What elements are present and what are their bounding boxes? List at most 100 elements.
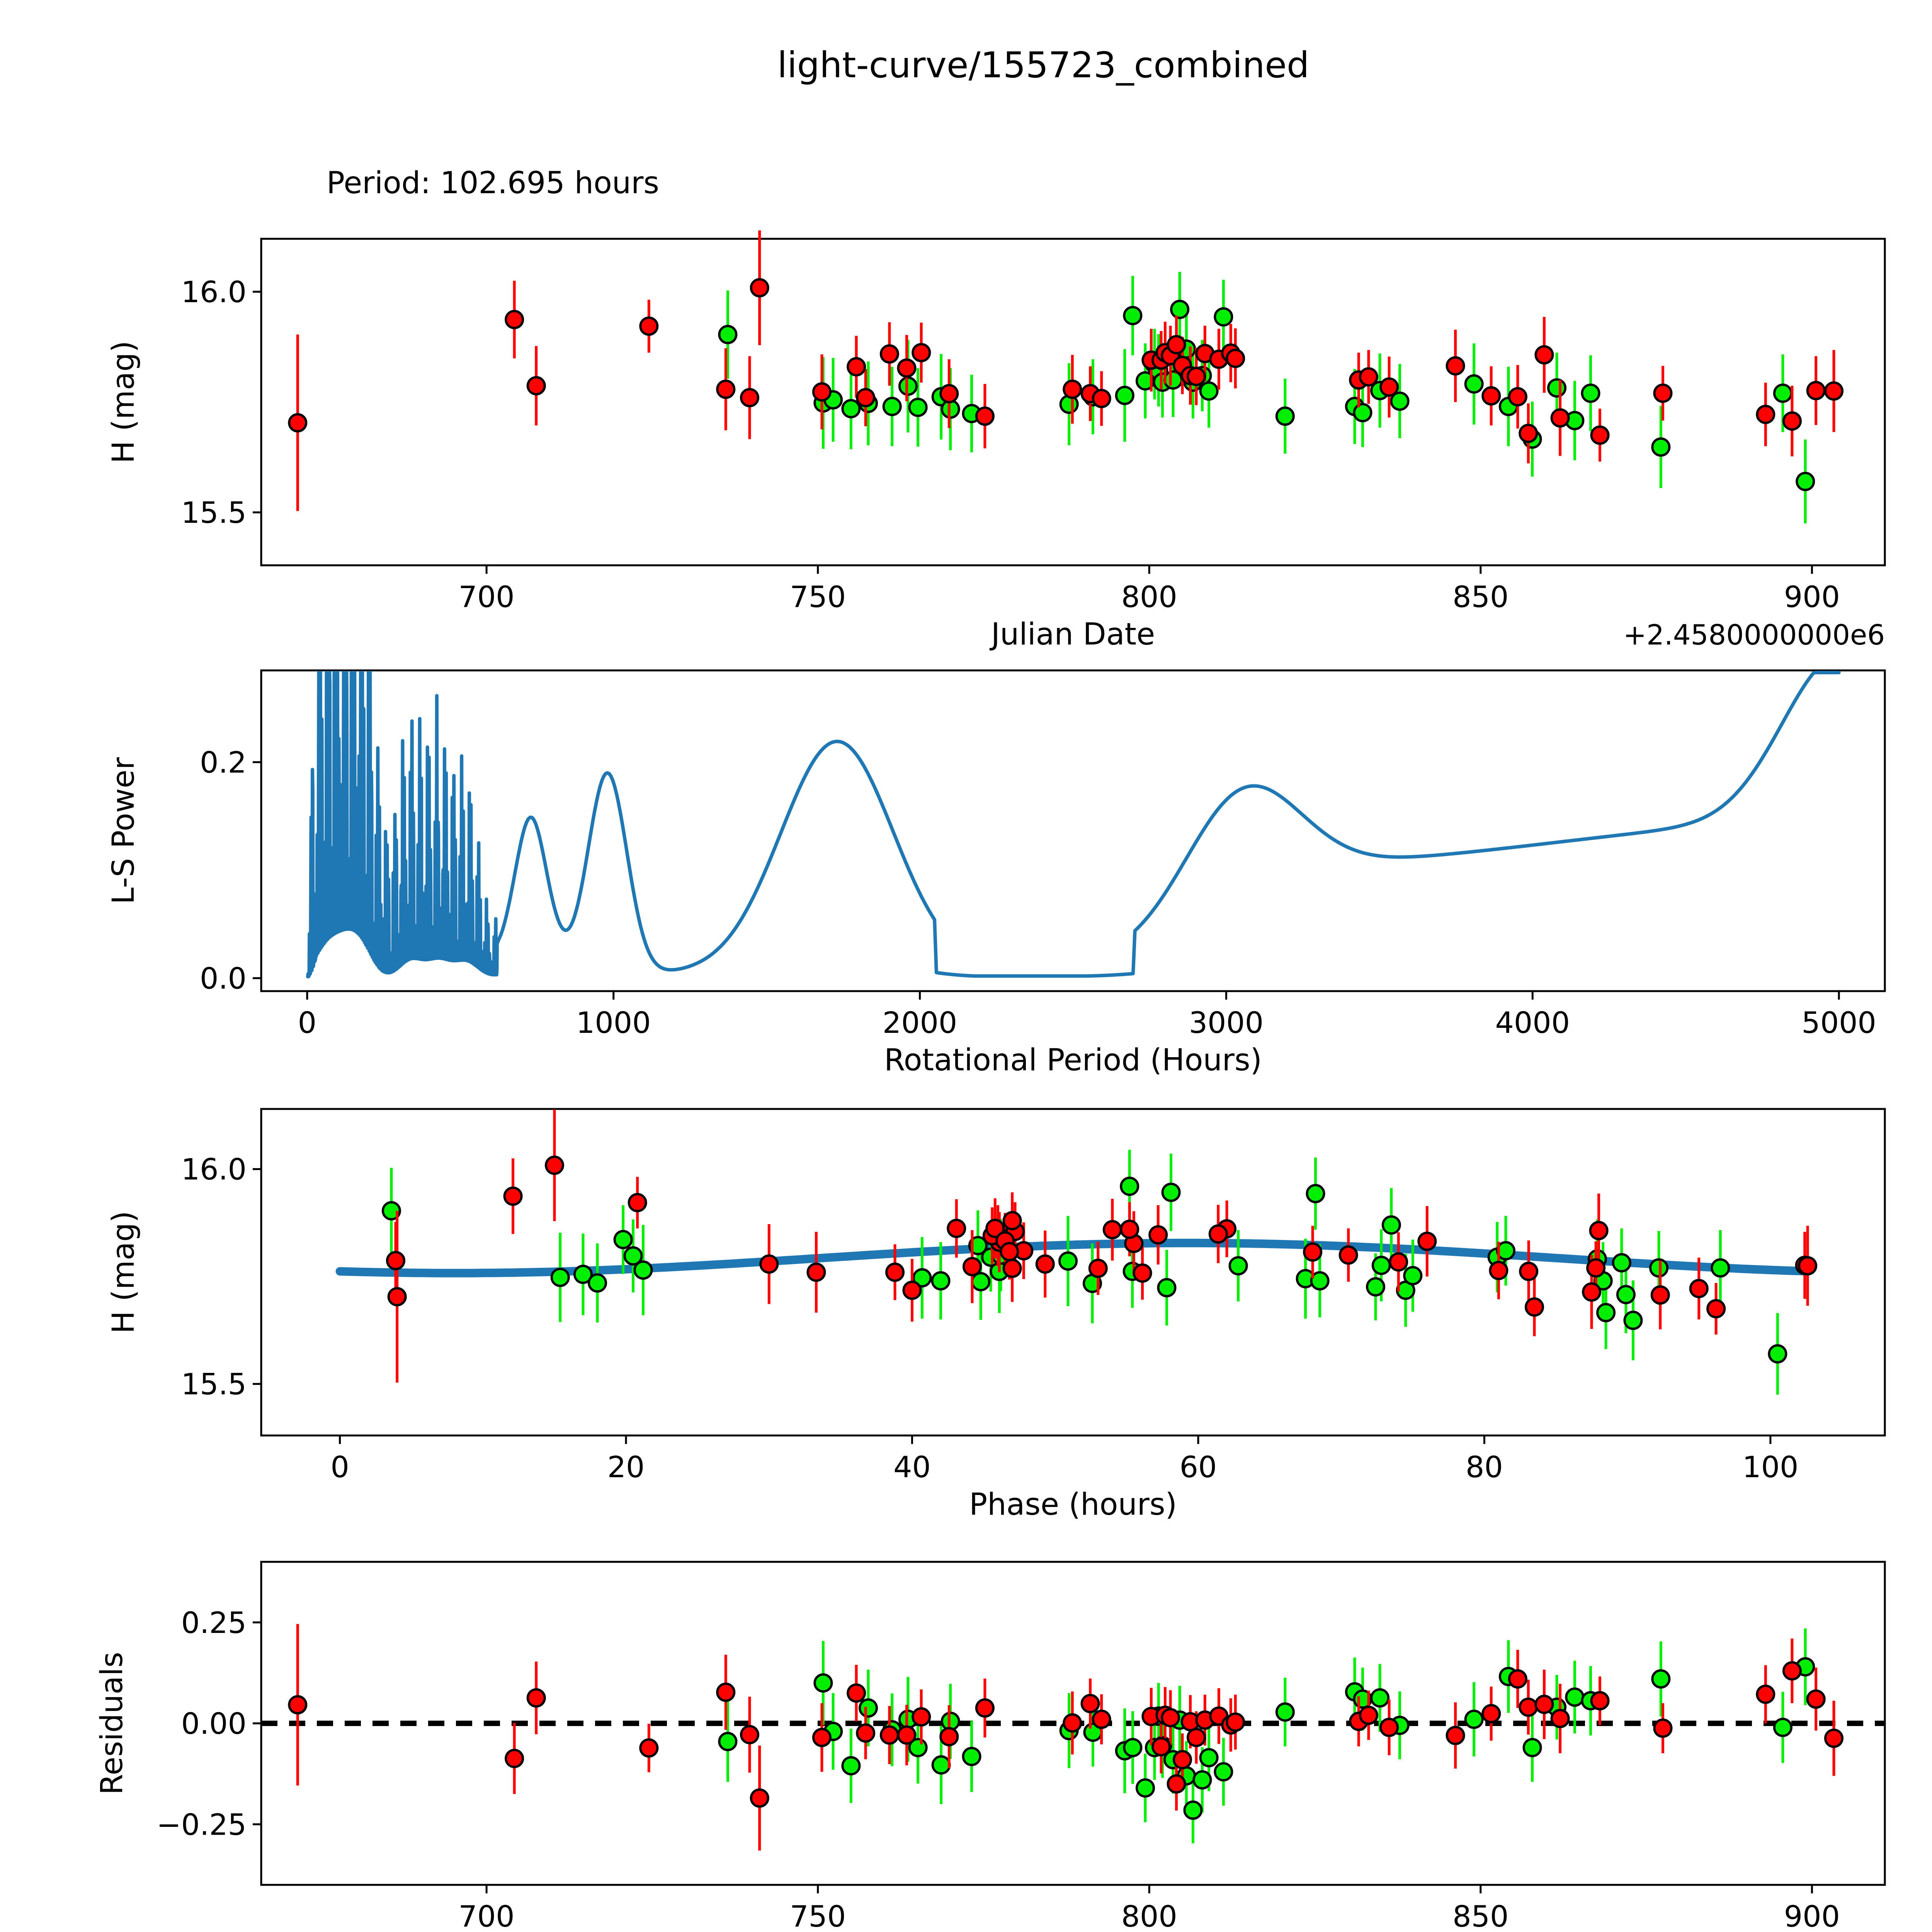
data-point (1170, 299, 1190, 319)
xtick-label-residuals: 850 (1452, 1899, 1509, 1932)
ytick-label-periodogram: 0.0 (200, 961, 247, 995)
data-point (1228, 1256, 1248, 1276)
data-point (1524, 1297, 1544, 1317)
data-point (1446, 1726, 1465, 1745)
data-point (1359, 367, 1378, 387)
data-point (968, 1236, 988, 1255)
data-point (1446, 356, 1465, 376)
data-point (1623, 1311, 1643, 1330)
data-point (1123, 1738, 1143, 1757)
data-point (1403, 1266, 1423, 1286)
data-point (1519, 423, 1538, 443)
data-point (1711, 1258, 1730, 1278)
data-point (1148, 1225, 1168, 1245)
data-point (841, 399, 861, 418)
data-point (718, 1732, 738, 1752)
data-point (381, 1201, 401, 1221)
data-point (623, 1246, 643, 1266)
axes-frame-lightcurve (260, 238, 1886, 566)
data-point (947, 1219, 966, 1238)
data-point (1123, 306, 1143, 325)
data-point (1338, 1245, 1358, 1265)
data-point (1353, 403, 1372, 422)
data-point (1035, 1254, 1055, 1274)
data-point (1464, 374, 1484, 394)
data-point (526, 1688, 546, 1708)
data-point (1389, 1252, 1408, 1272)
data-point (859, 1698, 878, 1718)
data-point (912, 1268, 932, 1287)
data-point (847, 1683, 866, 1703)
data-point (1187, 367, 1206, 386)
data-point (975, 1698, 995, 1718)
data-point (1379, 377, 1399, 397)
figure-title: light-curve/155723_combined (777, 44, 1310, 86)
data-point (1773, 383, 1793, 403)
xtick-label-periodogram: 0 (298, 1005, 316, 1040)
data-point (1226, 349, 1245, 368)
panel-lightcurve: 700 750 800 850 900 16.0 15.5 Julian Date H (mag… (106, 230, 1886, 652)
data-point (639, 1738, 659, 1758)
xtick-label-residuals: 900 (1784, 1899, 1840, 1932)
data-point (1306, 1184, 1325, 1204)
data-point (716, 1682, 736, 1702)
xtick-label-lightcurve: 800 (1121, 580, 1177, 614)
data-point (1172, 1750, 1192, 1770)
xaxis-label-lightcurve: Julian Date (989, 617, 1155, 652)
data-point (939, 384, 959, 403)
xtick-label-phase: 60 (1180, 1450, 1217, 1484)
ytick-label-phase: 15.5 (181, 1367, 247, 1401)
data-point (1370, 1688, 1390, 1708)
data-point (1522, 1738, 1542, 1757)
data-point (759, 1254, 779, 1274)
data-point (1208, 1224, 1228, 1244)
data-point (1550, 1709, 1570, 1728)
data-point (1000, 1242, 1019, 1262)
data-point (1519, 1697, 1538, 1717)
data-point (1381, 1215, 1401, 1235)
data-point (1120, 1219, 1139, 1239)
data-point (897, 1725, 917, 1745)
data-point (1689, 1279, 1709, 1298)
data-point (847, 357, 866, 377)
data-point (841, 1756, 861, 1776)
data-point (386, 1251, 406, 1270)
xtick-label-residuals: 800 (1121, 1899, 1177, 1932)
data-point (1187, 1728, 1206, 1747)
xtick-label-periodogram: 5000 (1801, 1005, 1876, 1040)
data-point (1581, 383, 1600, 403)
data-point (1481, 1704, 1501, 1723)
ytick-label-residuals: 0.25 (181, 1605, 247, 1640)
data-point (813, 1673, 833, 1693)
data-point (1534, 1694, 1554, 1714)
data-point (1371, 1255, 1391, 1275)
data-point (1651, 437, 1671, 457)
data-point (1796, 472, 1815, 492)
data-point (1582, 1282, 1602, 1302)
data-point (939, 1727, 959, 1747)
data-point (1649, 1258, 1669, 1278)
xtick-label-periodogram: 3000 (1189, 1005, 1264, 1040)
xtick-label-phase: 0 (330, 1450, 349, 1484)
data-point (912, 343, 931, 362)
data-point (1653, 1718, 1673, 1738)
data-point (1214, 307, 1233, 327)
ytick-label-phase: 16.0 (181, 1152, 247, 1187)
data-point (856, 388, 876, 408)
data-point (1547, 378, 1567, 398)
data-point (288, 413, 308, 433)
data-point (1756, 405, 1776, 424)
data-point (526, 376, 546, 396)
data-point (1102, 1220, 1122, 1240)
data-point (1088, 1259, 1108, 1278)
data-point (1519, 1262, 1539, 1281)
xtick-label-phase: 80 (1466, 1450, 1503, 1484)
data-point (387, 1287, 407, 1306)
data-point (505, 1748, 524, 1768)
data-point (962, 1747, 981, 1766)
data-point (1481, 386, 1501, 406)
ytick-label-lightcurve: 16.0 (181, 275, 247, 309)
xtick-label-lightcurve: 850 (1452, 580, 1509, 614)
